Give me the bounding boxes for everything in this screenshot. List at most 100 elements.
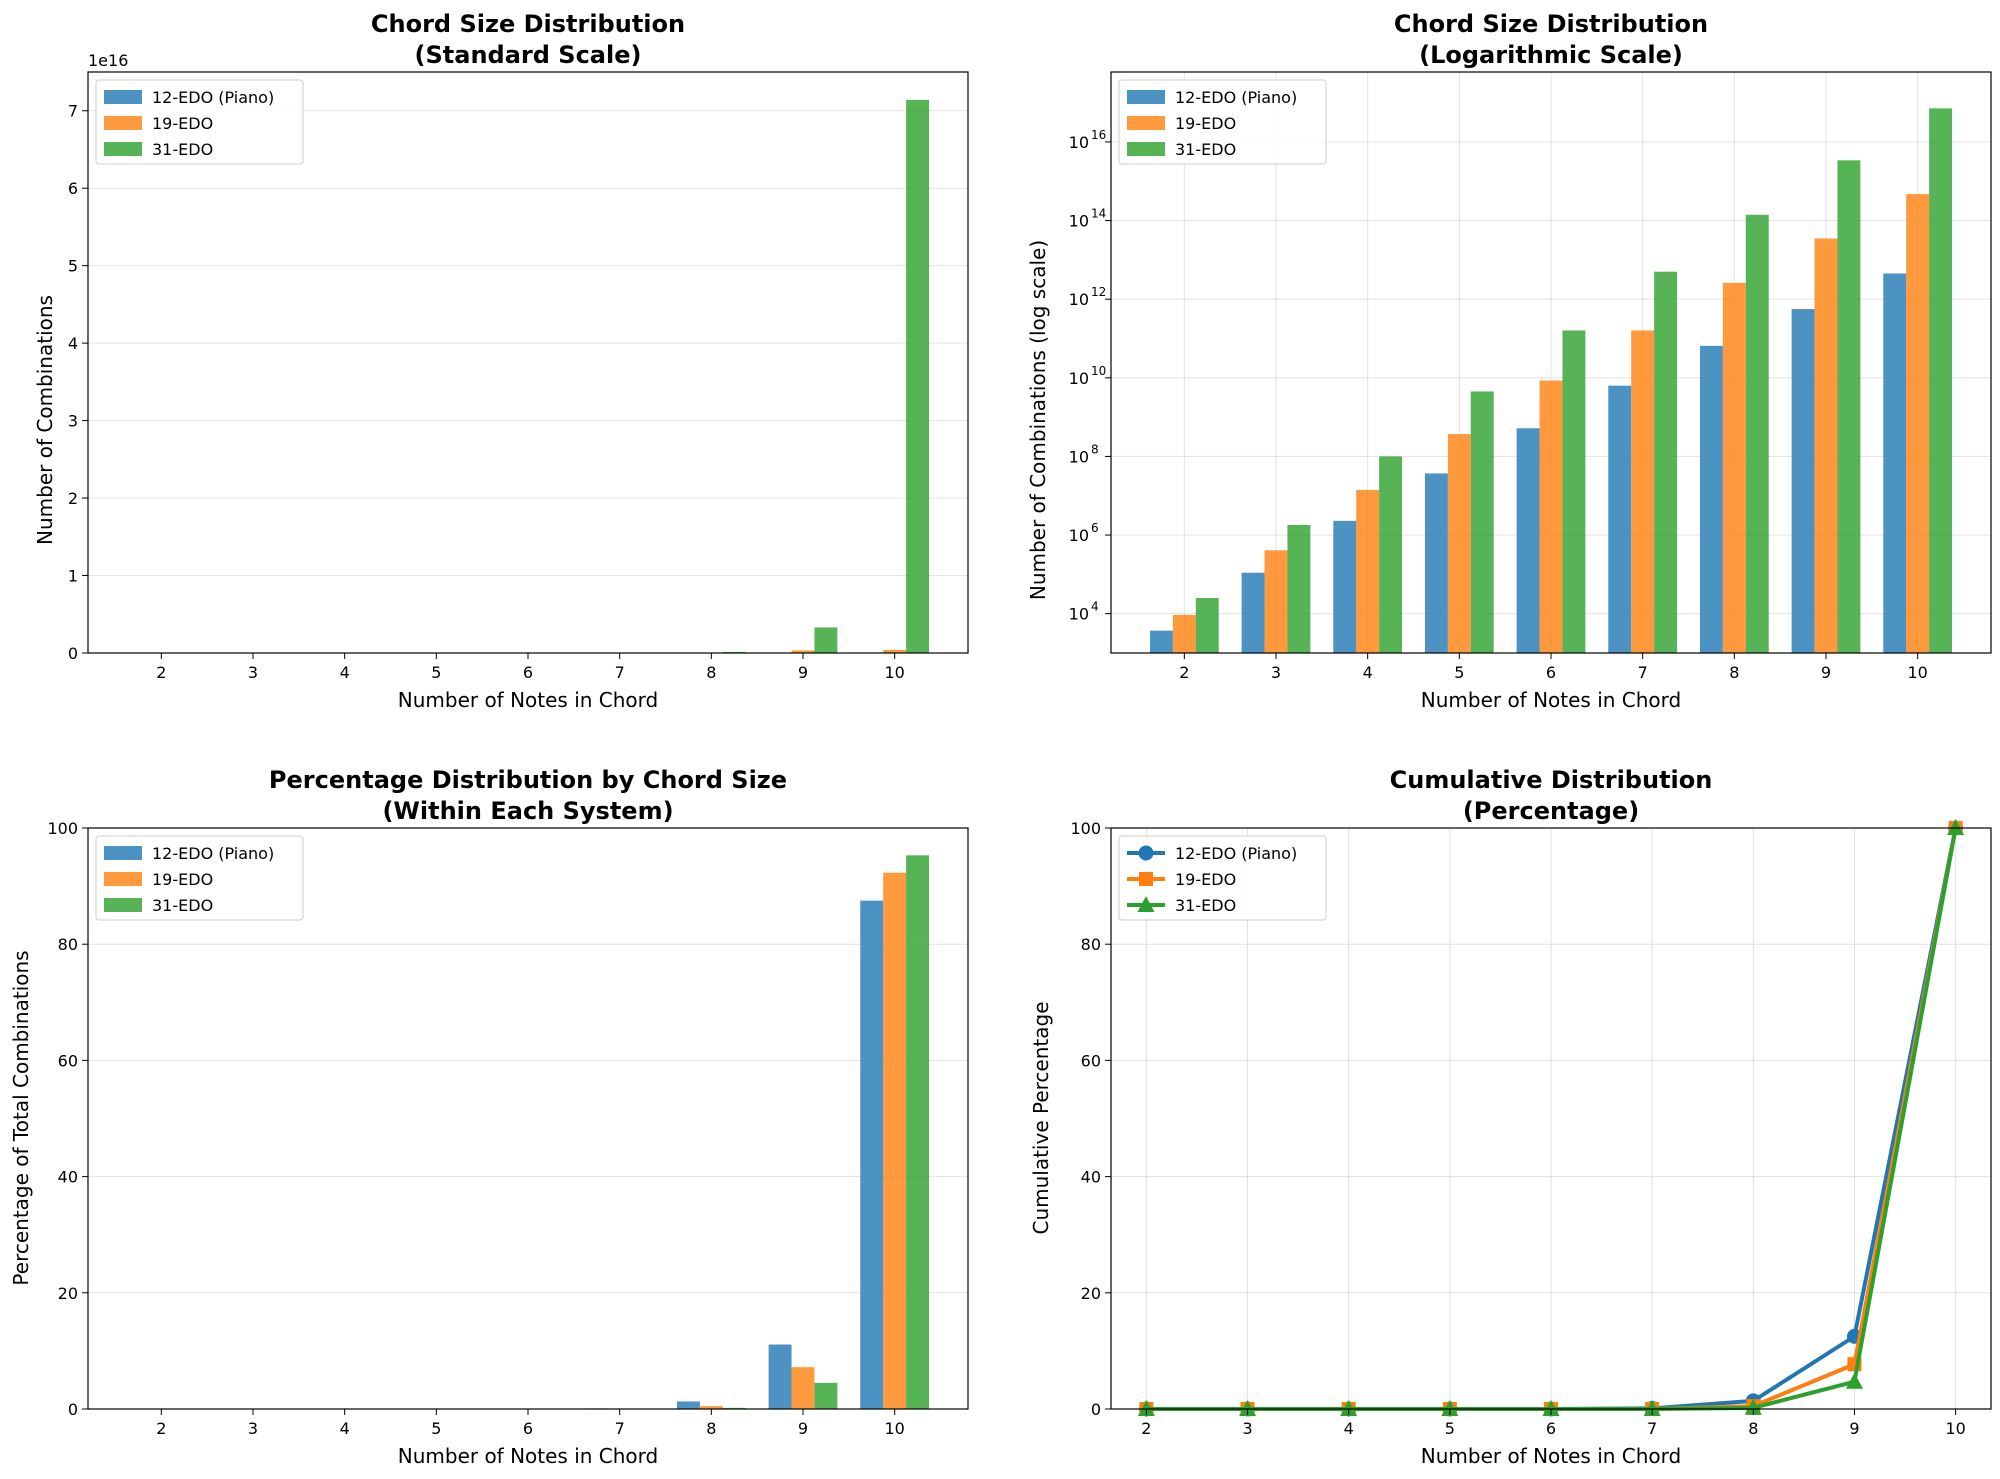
y-tick-label: 0 bbox=[1091, 1400, 1101, 1419]
bar-31-edo-5 bbox=[1470, 391, 1494, 653]
x-tick-label: 9 bbox=[1821, 663, 1831, 682]
legend-swatch-31-edo bbox=[1127, 142, 1165, 156]
x-axis-label: Number of Notes in Chord bbox=[398, 688, 659, 712]
y-tick-label-base: 10 bbox=[1069, 605, 1089, 624]
x-tick-label: 2 bbox=[1141, 1419, 1151, 1438]
x-tick-label: 10 bbox=[1907, 663, 1927, 682]
y-tick-label-exponent: 12 bbox=[1091, 285, 1106, 299]
bar-12-edo-piano-10 bbox=[860, 900, 884, 1409]
bar-19-edo-7 bbox=[1631, 330, 1655, 653]
x-tick-label: 6 bbox=[1546, 663, 1556, 682]
y-tick-label: 100 bbox=[47, 819, 78, 838]
point-31-edo-3 bbox=[1239, 1400, 1257, 1416]
x-tick-label: 2 bbox=[1179, 663, 1189, 682]
legend-marker-12-edo-piano bbox=[1138, 845, 1154, 861]
y-tick-label: 60 bbox=[58, 1051, 78, 1070]
x-tick-label: 8 bbox=[706, 1419, 716, 1438]
legend-label-12-edo-piano: 12-EDO (Piano) bbox=[1175, 844, 1297, 863]
point-31-edo-10 bbox=[1947, 819, 1965, 835]
y-tick-label-exponent: 8 bbox=[1091, 442, 1099, 456]
y-tick-label-exponent: 10 bbox=[1091, 364, 1106, 378]
x-tick-label: 7 bbox=[1647, 1419, 1657, 1438]
bar-12-edo-piano-10 bbox=[1883, 273, 1907, 653]
x-tick-label: 9 bbox=[798, 1419, 808, 1438]
y-tick-label-base: 10 bbox=[1069, 133, 1089, 152]
legend-label-31-edo: 31-EDO bbox=[152, 896, 213, 915]
x-tick-label: 4 bbox=[340, 663, 350, 682]
y-axis-label: Number of Combinations bbox=[33, 295, 57, 545]
legend-label-31-edo: 31-EDO bbox=[152, 140, 213, 159]
legend-swatch-19-edo bbox=[1127, 116, 1165, 130]
point-31-edo-2 bbox=[1137, 1400, 1155, 1416]
bar-31-edo-7 bbox=[1654, 271, 1678, 653]
bar-31-edo-10 bbox=[906, 99, 930, 653]
legend-swatch-12-edo-piano bbox=[104, 90, 142, 104]
x-tick-label: 3 bbox=[248, 663, 258, 682]
y-tick-label: 2 bbox=[68, 489, 78, 508]
bar-19-edo-9 bbox=[791, 1367, 815, 1409]
bar-31-edo-9 bbox=[1837, 160, 1861, 654]
legend-box bbox=[1118, 835, 1327, 921]
panel-log-scale: Chord Size Distribution (Logarithmic Sca… bbox=[1026, 10, 1992, 712]
x-tick-label: 6 bbox=[523, 663, 533, 682]
panel-standard-scale: Chord Size Distribution (Standard Scale)… bbox=[33, 10, 969, 712]
y-tick-label: 4 bbox=[68, 334, 78, 353]
x-tick-label: 4 bbox=[1363, 663, 1373, 682]
bar-31-edo-10 bbox=[906, 855, 930, 1409]
x-axis-label: Number of Notes in Chord bbox=[1421, 1444, 1682, 1468]
x-tick-label: 3 bbox=[248, 1419, 258, 1438]
y-tick-label: 80 bbox=[1081, 935, 1101, 954]
x-tick-label: 3 bbox=[1242, 1419, 1252, 1438]
y-tick-label: 1 bbox=[68, 567, 78, 586]
x-tick-label: 3 bbox=[1271, 663, 1281, 682]
y-tick-label-exponent: 14 bbox=[1091, 207, 1106, 221]
bar-31-edo-9 bbox=[814, 1382, 838, 1409]
panel-cumulative: Cumulative Distribution (Percentage) Num… bbox=[1029, 766, 1992, 1468]
x-tick-label: 7 bbox=[615, 663, 625, 682]
title-line-2: (Percentage) bbox=[1463, 797, 1639, 825]
y-tick-label: 3 bbox=[68, 412, 78, 431]
legend-label-12-edo-piano: 12-EDO (Piano) bbox=[152, 88, 274, 107]
bar-12-edo-piano-3 bbox=[1241, 572, 1265, 653]
legend-swatch-12-edo-piano bbox=[1127, 90, 1165, 104]
bar-31-edo-3 bbox=[1287, 525, 1311, 653]
bar-12-edo-piano-2 bbox=[1149, 630, 1173, 653]
y-tick-label-base: 10 bbox=[1069, 447, 1089, 466]
bar-31-edo-10 bbox=[1929, 108, 1953, 654]
x-tick-label: 2 bbox=[156, 1419, 166, 1438]
plot-frame bbox=[1110, 827, 1992, 1410]
bar-31-edo-9 bbox=[814, 627, 838, 653]
x-tick-label: 6 bbox=[1546, 1419, 1556, 1438]
legend-swatch-31-edo bbox=[104, 898, 142, 912]
bar-31-edo-8 bbox=[1745, 214, 1769, 654]
bar-19-edo-6 bbox=[1539, 380, 1563, 653]
y-tick-label: 100 bbox=[1070, 819, 1101, 838]
y-tick-label: 0 bbox=[68, 644, 78, 663]
bar-12-edo-piano-8 bbox=[1699, 345, 1723, 653]
bar-19-edo-2 bbox=[1172, 614, 1196, 653]
x-tick-label: 5 bbox=[431, 663, 441, 682]
title-line-2: (Within Each System) bbox=[382, 797, 673, 825]
bar-12-edo-piano-7 bbox=[1608, 385, 1632, 653]
bar-19-edo-10 bbox=[883, 649, 907, 653]
legend-label-19-edo: 19-EDO bbox=[1175, 114, 1236, 133]
point-31-edo-5 bbox=[1441, 1400, 1459, 1416]
bar-19-edo-5 bbox=[1447, 434, 1471, 653]
x-tick-label: 7 bbox=[615, 1419, 625, 1438]
bar-19-edo-3 bbox=[1264, 550, 1288, 653]
title-line-1: Cumulative Distribution bbox=[1390, 766, 1713, 794]
x-tick-label: 8 bbox=[1729, 663, 1739, 682]
y-tick-label: 7 bbox=[68, 102, 78, 121]
legend-swatch-19-edo bbox=[104, 872, 142, 886]
y-tick-label-exponent: 6 bbox=[1091, 521, 1099, 535]
x-axis-label: Number of Notes in Chord bbox=[1421, 688, 1682, 712]
title-line-1: Percentage Distribution by Chord Size bbox=[269, 766, 787, 794]
legend-marker-31-edo bbox=[1137, 896, 1155, 912]
bar-12-edo-piano-9 bbox=[768, 1344, 792, 1409]
point-31-edo-7 bbox=[1643, 1400, 1661, 1416]
y-tick-label: 40 bbox=[1081, 1168, 1101, 1187]
legend-swatch-31-edo bbox=[104, 142, 142, 156]
bar-19-edo-9 bbox=[1814, 238, 1838, 654]
y-tick-label: 20 bbox=[1081, 1284, 1101, 1303]
